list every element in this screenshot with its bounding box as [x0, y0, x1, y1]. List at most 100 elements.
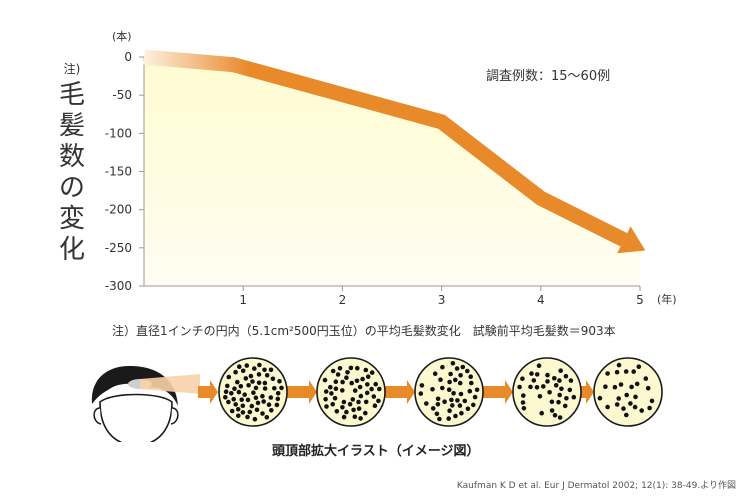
hair-dot: [358, 416, 363, 421]
hair-dot: [623, 369, 629, 374]
source-citation: Kaufman K D et al. Eur J Dermatol 2002; …: [456, 481, 736, 491]
hair-dot: [419, 383, 425, 388]
hair-dot: [440, 385, 445, 391]
hair-dot: [277, 379, 282, 384]
hair-dot: [340, 405, 345, 410]
hair-dot: [552, 376, 557, 381]
zoom-arrow: [483, 380, 513, 404]
hair-dot: [340, 388, 345, 393]
hair-dot: [605, 371, 610, 376]
hair-dot: [458, 373, 463, 378]
y-ticks: 0 -50 -100 -150 -200 -250 -300: [105, 50, 144, 293]
hair-dot: [434, 411, 440, 417]
hair-dot: [534, 372, 540, 377]
hair-dot: [246, 383, 251, 388]
hair-dot: [347, 401, 353, 407]
hair-dot: [260, 411, 265, 416]
hair-dot: [559, 386, 564, 392]
hair-dot: [457, 403, 463, 408]
hair-dot: [446, 387, 452, 392]
hair-dot: [634, 381, 640, 387]
footnote: 注）直径1インチの円内（5.1cm²500円玉位）の平均毛髪数変化 試験前平均毛…: [112, 324, 616, 338]
hair-dot: [243, 376, 249, 381]
hair-dot: [262, 380, 268, 386]
x-tick-label: 5: [636, 293, 644, 307]
hair-dot: [468, 374, 474, 379]
hair-dot: [465, 406, 471, 412]
y-tick-label: -300: [105, 279, 132, 293]
hair-dot: [624, 392, 629, 398]
hair-dot: [541, 384, 546, 389]
hair-dot: [371, 394, 377, 399]
hair-dot: [253, 385, 259, 391]
hair-dot: [251, 390, 256, 395]
hair-dot: [334, 409, 340, 414]
hair-dot: [268, 395, 274, 400]
hair-dot: [352, 414, 358, 419]
hair-dot: [624, 412, 629, 418]
hair-dot: [223, 395, 228, 400]
hair-dot: [437, 416, 442, 422]
hair-dot: [270, 376, 276, 382]
hair-dot: [628, 401, 633, 406]
hair-dot: [239, 397, 244, 402]
hair-dot: [552, 413, 558, 418]
hair-dot: [457, 380, 463, 386]
hair-dot: [376, 398, 381, 404]
hair-dot: [529, 371, 534, 376]
hair-dot: [636, 364, 642, 369]
hair-dot: [269, 408, 274, 413]
hair-dot: [333, 379, 339, 384]
hair-dot: [247, 409, 253, 415]
hair-dot: [556, 399, 561, 405]
hair-dot: [275, 396, 281, 402]
hair-dot: [545, 372, 550, 378]
hair-dot: [467, 388, 473, 394]
y-axis-title: 注) 毛 髪 数 の 変 化: [55, 62, 89, 266]
hair-dot: [363, 410, 368, 416]
hair-dot: [355, 365, 360, 371]
hair-dot: [435, 396, 441, 402]
hair-dot: [430, 406, 436, 411]
hair-dot: [458, 391, 464, 397]
hair-dot: [357, 384, 363, 390]
hair-dot: [451, 391, 456, 396]
hair-dot: [322, 377, 328, 383]
y-unit-label: (本): [112, 29, 132, 43]
hair-dot: [238, 384, 244, 389]
hair-dot: [643, 376, 649, 381]
hair-dot: [272, 386, 277, 391]
hair-dot: [333, 386, 339, 391]
hair-dot: [365, 382, 370, 387]
x-tick-label: 3: [438, 293, 446, 307]
hair-dot: [545, 379, 550, 384]
hair-dot: [240, 368, 246, 374]
hair-dot: [520, 376, 525, 381]
hair-dot: [253, 395, 259, 401]
hair-dot: [245, 414, 250, 420]
hair-count-chart: 0 -50 -100 -150 -200 -250 -300 1 2 3 4 5 (本) (年) 調…: [105, 29, 677, 307]
scalp-circle: [512, 357, 582, 427]
hair-dot: [418, 391, 424, 396]
hair-dot: [440, 364, 445, 370]
y-tick-label: -150: [105, 165, 132, 179]
hair-dot: [639, 408, 644, 413]
hair-dot: [472, 394, 478, 400]
hair-dot: [245, 397, 251, 403]
hair-dot: [564, 396, 569, 401]
hair-dot: [563, 373, 569, 379]
hair-dot: [547, 390, 552, 395]
hair-dot: [340, 379, 345, 385]
hair-dot: [350, 397, 356, 402]
x-tick-label: 4: [537, 293, 545, 307]
hair-dot: [557, 392, 562, 398]
hair-dot: [341, 399, 347, 405]
hair-dot: [240, 410, 246, 415]
hair-dot: [616, 362, 622, 368]
hair-dot: [453, 413, 458, 419]
hair-dot: [229, 408, 235, 414]
hair-dot: [447, 379, 452, 385]
hair-dot: [365, 374, 371, 379]
hair-dot: [249, 403, 255, 409]
hair-dot: [474, 387, 480, 393]
